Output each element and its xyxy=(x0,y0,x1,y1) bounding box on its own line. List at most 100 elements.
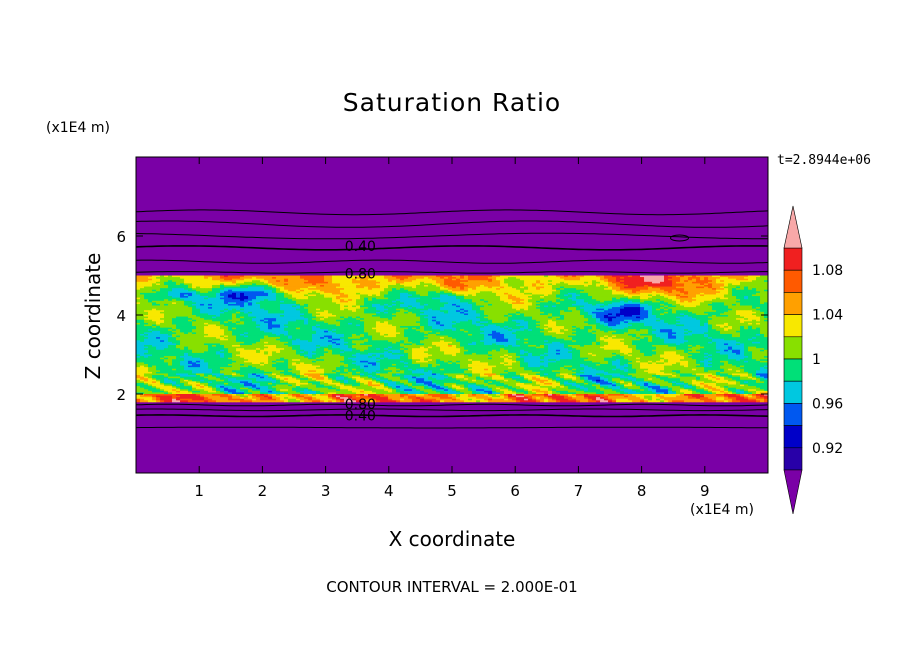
field-cell xyxy=(596,289,601,292)
field-cell xyxy=(696,289,701,292)
field-cell xyxy=(360,292,365,295)
field-cell xyxy=(424,283,429,286)
field-cell xyxy=(336,294,341,297)
field-cell xyxy=(656,305,661,308)
field-cell xyxy=(188,275,193,278)
field-cell xyxy=(228,277,233,280)
field-cell xyxy=(220,277,225,280)
field-cell xyxy=(736,296,741,299)
field-cell xyxy=(760,286,765,289)
field-cell xyxy=(248,305,253,308)
field-cell xyxy=(540,283,545,286)
field-cell xyxy=(152,299,157,302)
field-cell xyxy=(484,281,489,284)
field-cell xyxy=(144,292,149,295)
field-cell xyxy=(568,281,573,284)
field-cell xyxy=(136,294,141,297)
field-cell xyxy=(288,291,293,294)
field-cell xyxy=(660,296,665,299)
field-cell xyxy=(244,307,249,310)
field-cell xyxy=(568,280,573,283)
field-cell xyxy=(632,278,637,281)
field-cell xyxy=(356,303,361,306)
field-cell xyxy=(656,292,661,295)
field-cell xyxy=(408,283,413,286)
field-cell xyxy=(644,284,649,287)
field-cell xyxy=(360,299,365,302)
field-cell xyxy=(284,291,289,294)
field-cell xyxy=(468,289,473,292)
field-cell xyxy=(556,302,561,305)
field-cell xyxy=(500,277,505,280)
field-cell xyxy=(180,280,185,283)
field-cell xyxy=(396,302,401,305)
field-cell xyxy=(480,280,485,283)
field-cell xyxy=(548,278,553,281)
field-cell xyxy=(596,275,601,278)
field-cell xyxy=(144,294,149,297)
field-cell xyxy=(468,294,473,297)
field-cell xyxy=(628,278,633,281)
field-cell xyxy=(636,302,641,305)
field-cell xyxy=(488,297,493,300)
field-cell xyxy=(444,305,449,308)
field-cell xyxy=(404,292,409,295)
field-cell xyxy=(588,299,593,302)
field-cell xyxy=(404,302,409,305)
field-cell xyxy=(268,281,273,284)
field-cell xyxy=(756,300,761,303)
field-cell xyxy=(552,299,557,302)
field-cell xyxy=(720,300,725,303)
field-cell xyxy=(172,294,177,297)
field-cell xyxy=(440,303,445,306)
field-cell xyxy=(296,280,301,283)
field-cell xyxy=(568,303,573,306)
field-cell xyxy=(304,305,309,308)
field-cell xyxy=(540,289,545,292)
field-cell xyxy=(192,286,197,289)
field-cell xyxy=(304,292,309,295)
field-cell xyxy=(392,291,397,294)
field-cell xyxy=(700,300,705,303)
field-cell xyxy=(176,307,181,310)
field-cell xyxy=(396,305,401,308)
field-cell xyxy=(644,294,649,297)
field-cell xyxy=(444,299,449,302)
field-cell xyxy=(392,289,397,292)
field-cell xyxy=(240,281,245,284)
field-cell xyxy=(624,288,629,291)
field-cell xyxy=(428,288,433,291)
field-cell xyxy=(724,281,729,284)
field-cell xyxy=(660,294,665,297)
field-cell xyxy=(160,278,165,281)
field-cell xyxy=(176,291,181,294)
field-cell xyxy=(488,291,493,294)
field-cell xyxy=(352,284,357,287)
field-cell xyxy=(272,278,277,281)
field-cell xyxy=(576,291,581,294)
field-cell xyxy=(528,288,533,291)
field-cell xyxy=(372,286,377,289)
field-cell xyxy=(704,303,709,306)
field-cell xyxy=(564,296,569,299)
field-cell xyxy=(748,281,753,284)
field-cell xyxy=(672,291,677,294)
field-cell xyxy=(708,292,713,295)
field-cell xyxy=(492,297,497,300)
field-cell xyxy=(764,286,769,289)
field-cell xyxy=(288,284,293,287)
field-cell xyxy=(564,289,569,292)
field-cell xyxy=(288,305,293,308)
field-cell xyxy=(296,294,301,297)
field-cell xyxy=(764,291,769,294)
field-cell xyxy=(196,297,201,300)
field-cell xyxy=(524,292,529,295)
field-cell xyxy=(344,284,349,287)
field-cell xyxy=(568,291,573,294)
field-cell xyxy=(180,291,185,294)
field-cell xyxy=(692,294,697,297)
field-cell xyxy=(452,286,457,289)
field-cell xyxy=(196,286,201,289)
field-cell xyxy=(608,289,613,292)
field-cell xyxy=(644,275,649,278)
